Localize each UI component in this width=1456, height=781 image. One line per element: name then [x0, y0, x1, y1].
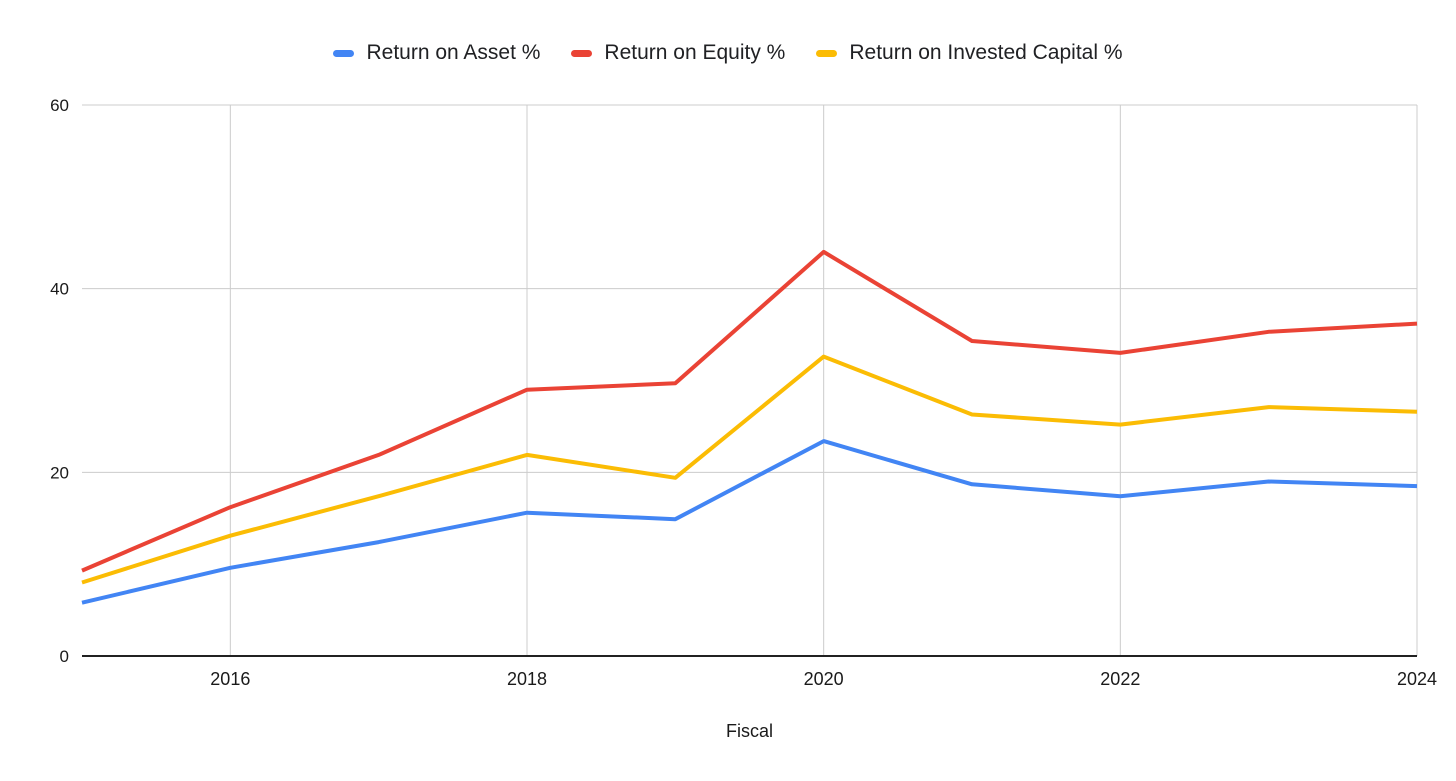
legend-label: Return on Invested Capital %: [849, 41, 1123, 64]
y-tick-label: 40: [50, 280, 69, 299]
chart-legend: Return on Asset % Return on Equity % Ret…: [0, 38, 1456, 68]
series-line-return-on-equity: [81, 249, 1418, 573]
x-tick-label: 2022: [1100, 669, 1140, 689]
x-tick-label: 2016: [210, 669, 250, 689]
y-tick-label: 20: [50, 463, 69, 482]
series-line-return-on-asset: [81, 439, 1418, 605]
x-tick-label: 2018: [507, 669, 547, 689]
legend-label: Return on Equity %: [604, 41, 786, 64]
legend-item-return-on-asset: Return on Asset %: [333, 41, 540, 65]
legend-item-return-on-equity: Return on Equity %: [571, 41, 785, 65]
y-tick-label: 0: [60, 647, 69, 666]
x-tick-label: 2024: [1397, 669, 1437, 689]
legend-swatch-red: [571, 49, 593, 57]
x-axis-title: Fiscal: [726, 721, 773, 741]
legend-label: Return on Asset %: [366, 41, 541, 64]
y-tick-label: 60: [50, 96, 69, 115]
legend-swatch-yellow: [816, 49, 838, 57]
x-tick-label: 2020: [804, 669, 844, 689]
legend-swatch-blue: [333, 49, 355, 57]
series-line-return-on-invested-capital: [81, 354, 1418, 585]
legend-item-return-on-invested-capital: Return on Invested Capital %: [816, 41, 1123, 65]
